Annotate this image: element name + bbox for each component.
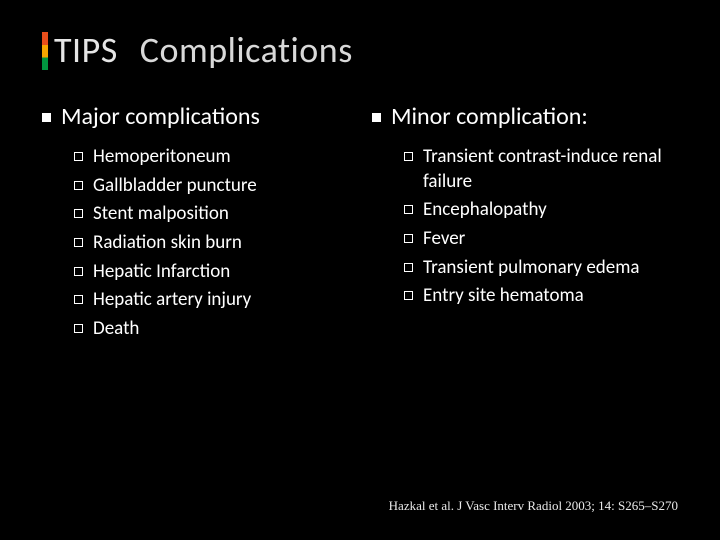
hollow-square-bullet-icon bbox=[74, 295, 83, 304]
hollow-square-bullet-icon bbox=[404, 205, 413, 214]
hollow-square-bullet-icon bbox=[404, 152, 413, 161]
hollow-square-bullet-icon bbox=[74, 324, 83, 333]
right-heading-row: Minor complication: bbox=[372, 102, 678, 131]
list-item: Death bbox=[74, 317, 348, 342]
list-item-text: Entry site hematoma bbox=[423, 284, 584, 309]
title-accent-word: TIPS bbox=[42, 28, 118, 72]
left-heading-row: Major complications bbox=[42, 102, 348, 131]
left-list: Hemoperitoneum Gallbladder puncture Sten… bbox=[42, 145, 348, 342]
list-item-text: Fever bbox=[423, 227, 465, 252]
hollow-square-bullet-icon bbox=[74, 267, 83, 276]
list-item: Fever bbox=[404, 227, 678, 252]
right-heading: Minor complication: bbox=[391, 102, 588, 131]
title-main-word: Complications bbox=[140, 28, 353, 72]
list-item-text: Hemoperitoneum bbox=[93, 145, 231, 170]
list-item-text: Hepatic artery injury bbox=[93, 288, 251, 313]
left-column: Major complications Hemoperitoneum Gallb… bbox=[42, 102, 348, 346]
list-item: Encephalopathy bbox=[404, 198, 678, 223]
list-item-text: Encephalopathy bbox=[423, 198, 547, 223]
list-item: Entry site hematoma bbox=[404, 284, 678, 309]
list-item: Hepatic artery injury bbox=[74, 288, 348, 313]
right-list: Transient contrast-induce renal failure … bbox=[372, 145, 678, 309]
list-item-text: Stent malposition bbox=[93, 202, 229, 227]
hollow-square-bullet-icon bbox=[74, 181, 83, 190]
hollow-square-bullet-icon bbox=[404, 263, 413, 272]
list-item-text: Transient contrast-induce renal failure bbox=[423, 145, 678, 194]
list-item: Transient contrast-induce renal failure bbox=[404, 145, 678, 194]
list-item-text: Gallbladder puncture bbox=[93, 174, 257, 199]
citation: Hazkal et al. J Vasc Interv Radiol 2003;… bbox=[389, 498, 678, 514]
list-item-text: Transient pulmonary edema bbox=[423, 256, 640, 281]
filled-square-bullet-icon bbox=[372, 113, 381, 122]
hollow-square-bullet-icon bbox=[74, 152, 83, 161]
slide-title: TIPS Complications bbox=[42, 28, 678, 72]
slide: TIPS Complications Major complications H… bbox=[0, 0, 720, 540]
hollow-square-bullet-icon bbox=[404, 234, 413, 243]
title-tips-text: TIPS bbox=[54, 28, 118, 72]
list-item: Hepatic Infarction bbox=[74, 260, 348, 285]
list-item: Stent malposition bbox=[74, 202, 348, 227]
list-item-text: Radiation skin burn bbox=[93, 231, 242, 256]
list-item: Transient pulmonary edema bbox=[404, 256, 678, 281]
content-columns: Major complications Hemoperitoneum Gallb… bbox=[42, 102, 678, 346]
hollow-square-bullet-icon bbox=[404, 291, 413, 300]
left-heading: Major complications bbox=[61, 102, 260, 131]
list-item: Gallbladder puncture bbox=[74, 174, 348, 199]
list-item: Radiation skin burn bbox=[74, 231, 348, 256]
filled-square-bullet-icon bbox=[42, 113, 51, 122]
right-column: Minor complication: Transient contrast-i… bbox=[372, 102, 678, 346]
list-item-text: Death bbox=[93, 317, 139, 342]
list-item-text: Hepatic Infarction bbox=[93, 260, 230, 285]
hollow-square-bullet-icon bbox=[74, 209, 83, 218]
hollow-square-bullet-icon bbox=[74, 238, 83, 247]
list-item: Hemoperitoneum bbox=[74, 145, 348, 170]
